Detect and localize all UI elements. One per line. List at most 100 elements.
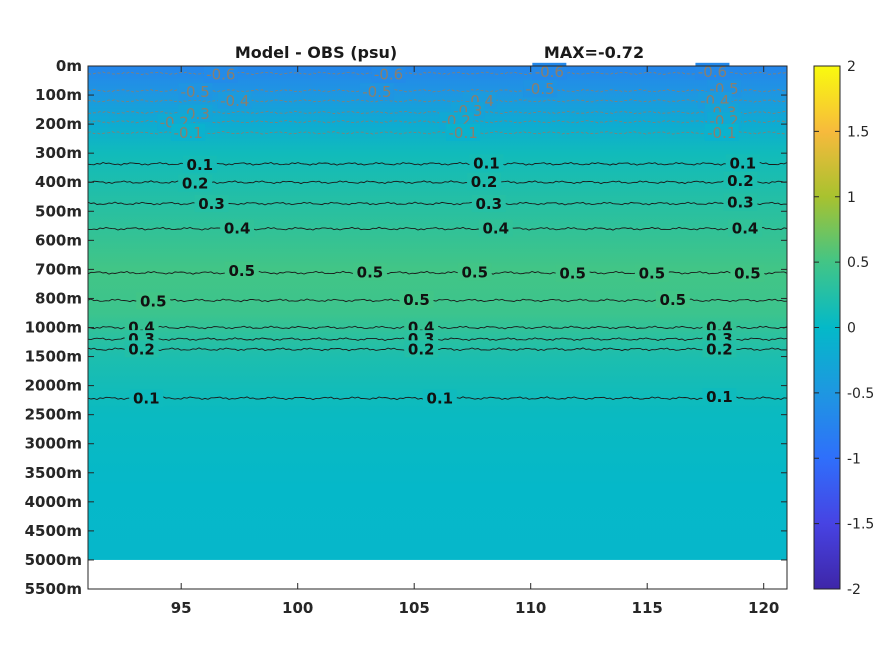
contour-label: -0.1 <box>174 124 203 142</box>
contour-label: 0.5 <box>403 291 430 309</box>
y-tick-label: 100m <box>35 86 82 104</box>
colorbar-tick-label: 0 <box>847 321 856 337</box>
colorbar-tick-label: -1.5 <box>847 517 874 533</box>
contour-label: 0.1 <box>706 388 733 406</box>
contour-label-bg <box>129 389 164 407</box>
contour-label-bg <box>725 154 760 172</box>
contour-label: -0.6 <box>535 63 564 81</box>
contour-label-bg <box>182 155 217 173</box>
x-tick-label: 100 <box>282 599 313 617</box>
contour-label-bg <box>136 292 171 310</box>
contour-label: 0.4 <box>224 220 251 238</box>
contour-label: 0.1 <box>187 156 214 174</box>
contour-label-bg <box>469 154 504 172</box>
y-tick-label: 200m <box>35 115 82 133</box>
contour-label-bg <box>371 65 406 83</box>
contour-label: -0.6 <box>698 63 727 81</box>
colorbar-tick-label: 0.5 <box>847 255 869 271</box>
contour-label: 0.5 <box>228 262 255 280</box>
contour-label-bg <box>704 123 739 141</box>
contour-label: -0.5 <box>362 83 391 101</box>
contour-label-bg <box>194 195 229 213</box>
contour-label: 0.1 <box>473 154 500 172</box>
x-tick-label: 95 <box>171 599 192 617</box>
contour-label-bg <box>655 290 690 308</box>
contour-label: 0.3 <box>198 195 225 213</box>
y-tick-label: 2500m <box>25 406 82 424</box>
contour-labels: -0.6 -0.6 -0.6 -0.6-0.5 -0.5 -0.5 -0.5-0.4 -0.4… <box>124 62 765 408</box>
contour-label-bg <box>422 389 457 407</box>
field-fill <box>88 66 787 560</box>
contour-label-bg <box>399 290 434 308</box>
y-tick-label: 3500m <box>25 464 82 482</box>
contour-label: 0.1 <box>729 154 756 172</box>
contour-label-bg <box>359 83 394 101</box>
contour-label: 0.4 <box>482 220 509 238</box>
y-tick-label: 300m <box>35 144 82 162</box>
colorbar-ticks: 2 1.5 1 0.5 0 -0.5 -1 -1.5 -2 <box>814 59 874 598</box>
y-tick-label: 5500m <box>25 580 82 598</box>
contour-label-bg <box>467 173 502 191</box>
contour-line <box>88 99 787 103</box>
contour-label: 0.2 <box>471 173 498 191</box>
contour-label: 0.1 <box>427 390 454 408</box>
y-tick-label: 2000m <box>25 377 82 395</box>
contour-label-bg <box>723 171 758 189</box>
contour-label-bg <box>523 80 558 98</box>
contour-label: 0.5 <box>461 263 488 281</box>
y-tick-label: 800m <box>35 289 82 307</box>
y-tick-label: 4500m <box>25 522 82 540</box>
max-annotation: MAX=-0.72 <box>544 43 644 62</box>
contour-label-bg <box>471 195 506 213</box>
y-tick-label: 4000m <box>25 493 82 511</box>
contour-label-bg <box>178 174 213 192</box>
contour-label: 0.2 <box>727 172 754 190</box>
y-tick-label: 1000m <box>25 319 82 337</box>
x-tick-labels: 95 100 105 110 115 120 <box>171 599 780 617</box>
contour-label-bg <box>457 263 492 281</box>
contour-label: 0.5 <box>357 263 384 281</box>
y-tick-label: 0m <box>56 57 82 75</box>
colorbar-tick-label: -0.5 <box>847 386 874 402</box>
contour-label-bg <box>695 62 730 80</box>
contour-label: -0.1 <box>448 124 477 142</box>
contour-label-bg <box>555 264 590 282</box>
x-tick-label: 105 <box>399 599 430 617</box>
colorbar-tick-label: -2 <box>847 582 861 598</box>
colorbar-tick-label: 1 <box>847 190 856 206</box>
contour-label: 0.5 <box>140 292 167 310</box>
y-tick-label: 600m <box>35 231 82 249</box>
contour-label-bg <box>203 65 238 83</box>
colorbar-tick-label: 1.5 <box>847 124 869 140</box>
contour-label-bg <box>224 261 259 279</box>
contour-line <box>88 270 787 275</box>
y-tick-label: 500m <box>35 202 82 220</box>
field-area <box>88 66 787 560</box>
colorbar-tick-label: -1 <box>847 451 861 467</box>
contour-label: -0.5 <box>181 83 210 101</box>
contour-label-bg <box>446 123 481 141</box>
contour-label: -0.6 <box>374 66 403 84</box>
contour-label: 0.5 <box>734 265 761 283</box>
x-tick-label: 120 <box>748 599 779 617</box>
y-tick-labels: 0m 100m 200m 300m 400m 500m 600m 700m 800m 1000m 1… <box>25 57 82 598</box>
contour-label: 0.3 <box>475 195 502 213</box>
contour-label-bg <box>702 340 737 358</box>
contour-label-bg <box>478 219 513 237</box>
colorbar-tick-label: 2 <box>847 59 856 75</box>
contour-label: -0.6 <box>206 66 235 84</box>
y-tick-label: 3000m <box>25 435 82 453</box>
contour-line <box>88 226 787 231</box>
contour-label-bg <box>178 83 213 101</box>
y-tick-label: 1500m <box>25 348 82 366</box>
contour-label: -0.4 <box>220 92 249 110</box>
y-tick-marks <box>88 65 787 590</box>
contour-label-bg <box>730 264 765 282</box>
y-tick-label: 700m <box>35 260 82 278</box>
contour-label: 0.3 <box>727 194 754 212</box>
y-tick-label: 400m <box>35 173 82 191</box>
contour-label: 0.1 <box>133 390 160 408</box>
contour-label: 0.2 <box>128 340 155 358</box>
x-tick-label: 110 <box>515 599 546 617</box>
